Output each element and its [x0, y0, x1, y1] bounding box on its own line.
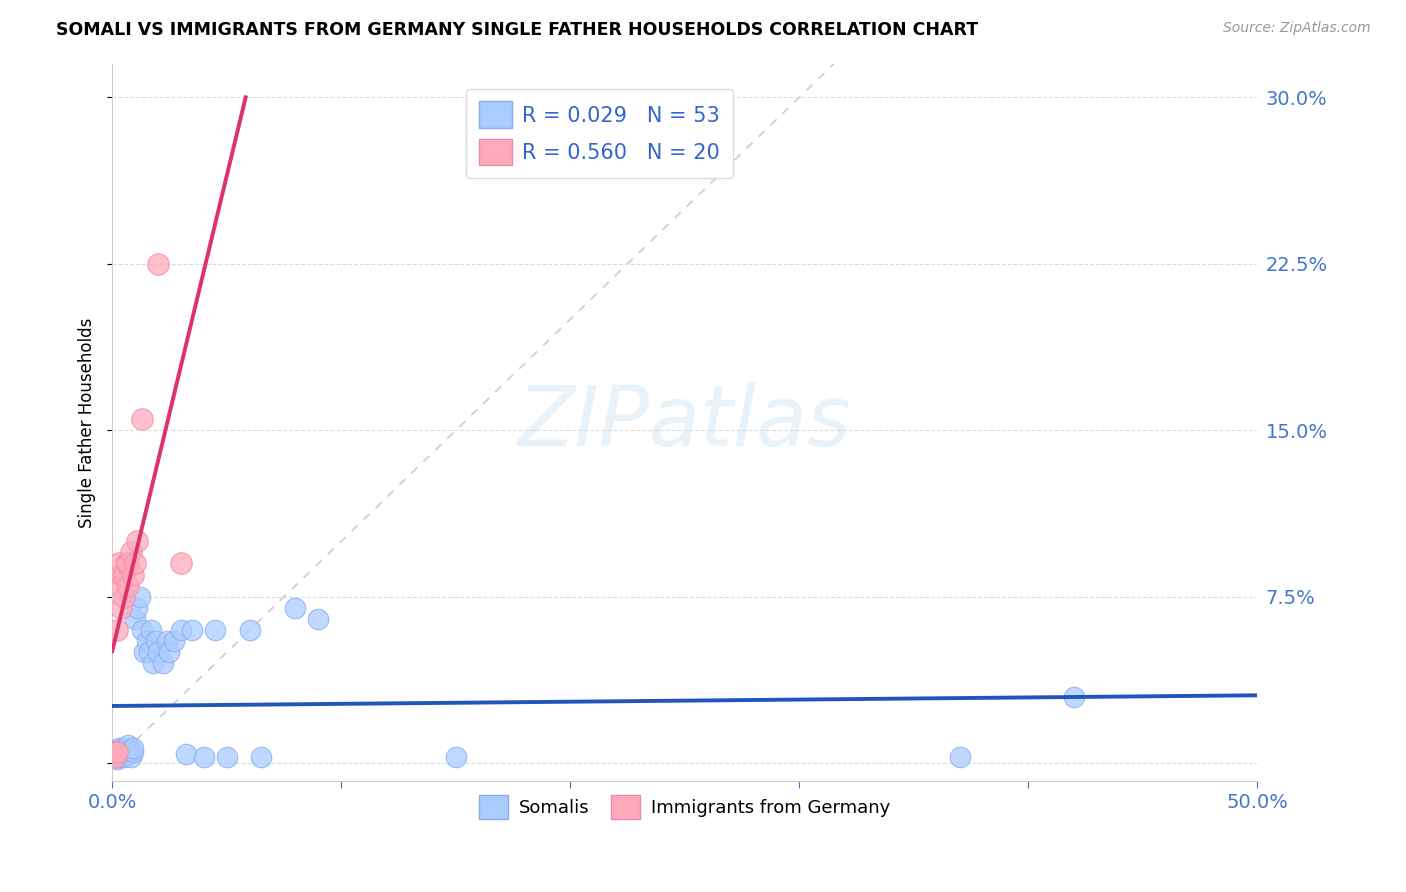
Point — [117, 743, 139, 757]
Point — [141, 623, 163, 637]
Point — [159, 645, 181, 659]
Point — [108, 749, 131, 764]
Point — [105, 745, 128, 759]
Point — [115, 557, 138, 571]
Point — [108, 745, 131, 759]
Point — [105, 743, 128, 757]
Point — [105, 752, 128, 766]
Point — [103, 749, 125, 764]
Point — [117, 557, 139, 571]
Point — [112, 747, 135, 762]
Point — [146, 257, 169, 271]
Point — [110, 749, 132, 764]
Point — [117, 579, 139, 593]
Point — [142, 657, 165, 671]
Point — [115, 743, 138, 757]
Point — [105, 747, 128, 762]
Point — [204, 623, 226, 637]
Point — [138, 645, 160, 659]
Point — [131, 412, 153, 426]
Point — [128, 590, 150, 604]
Text: ZIPatlas: ZIPatlas — [517, 382, 852, 463]
Y-axis label: Single Father Households: Single Father Households — [79, 318, 96, 528]
Point — [250, 749, 273, 764]
Point — [152, 657, 174, 671]
Point — [181, 623, 204, 637]
Point — [215, 749, 238, 764]
Point — [110, 600, 132, 615]
Point — [131, 623, 153, 637]
Point — [239, 623, 262, 637]
Point — [170, 557, 193, 571]
Point — [146, 645, 169, 659]
Point — [127, 600, 149, 615]
Point — [120, 749, 142, 764]
Point — [121, 740, 143, 755]
Point — [284, 600, 307, 615]
Point — [108, 740, 131, 755]
Point — [145, 634, 167, 648]
Point — [124, 612, 146, 626]
Point — [120, 743, 142, 757]
Legend: Somalis, Immigrants from Germany: Somalis, Immigrants from Germany — [472, 789, 897, 826]
Point — [121, 567, 143, 582]
Point — [124, 557, 146, 571]
Point — [121, 745, 143, 759]
Point — [307, 612, 329, 626]
Point — [174, 747, 197, 762]
Point — [103, 749, 125, 764]
Point — [110, 743, 132, 757]
Point — [156, 634, 179, 648]
Point — [120, 545, 142, 559]
Point — [110, 747, 132, 762]
Point — [115, 747, 138, 762]
Point — [112, 590, 135, 604]
Point — [108, 579, 131, 593]
Text: Source: ZipAtlas.com: Source: ZipAtlas.com — [1223, 21, 1371, 35]
Point — [112, 749, 135, 764]
Point — [135, 634, 157, 648]
Point — [108, 557, 131, 571]
Point — [112, 567, 135, 582]
Point — [112, 740, 135, 755]
Text: SOMALI VS IMMIGRANTS FROM GERMANY SINGLE FATHER HOUSEHOLDS CORRELATION CHART: SOMALI VS IMMIGRANTS FROM GERMANY SINGLE… — [56, 21, 979, 38]
Point — [444, 749, 467, 764]
Point — [110, 567, 132, 582]
Point — [115, 745, 138, 759]
Point — [117, 747, 139, 762]
Point — [163, 634, 186, 648]
Point — [112, 745, 135, 759]
Point — [103, 745, 125, 759]
Point — [170, 623, 193, 637]
Point — [193, 749, 215, 764]
Point — [1063, 690, 1085, 704]
Point — [948, 749, 970, 764]
Point — [127, 534, 149, 549]
Point — [105, 623, 128, 637]
Point — [103, 745, 125, 759]
Point — [117, 739, 139, 753]
Point — [134, 645, 156, 659]
